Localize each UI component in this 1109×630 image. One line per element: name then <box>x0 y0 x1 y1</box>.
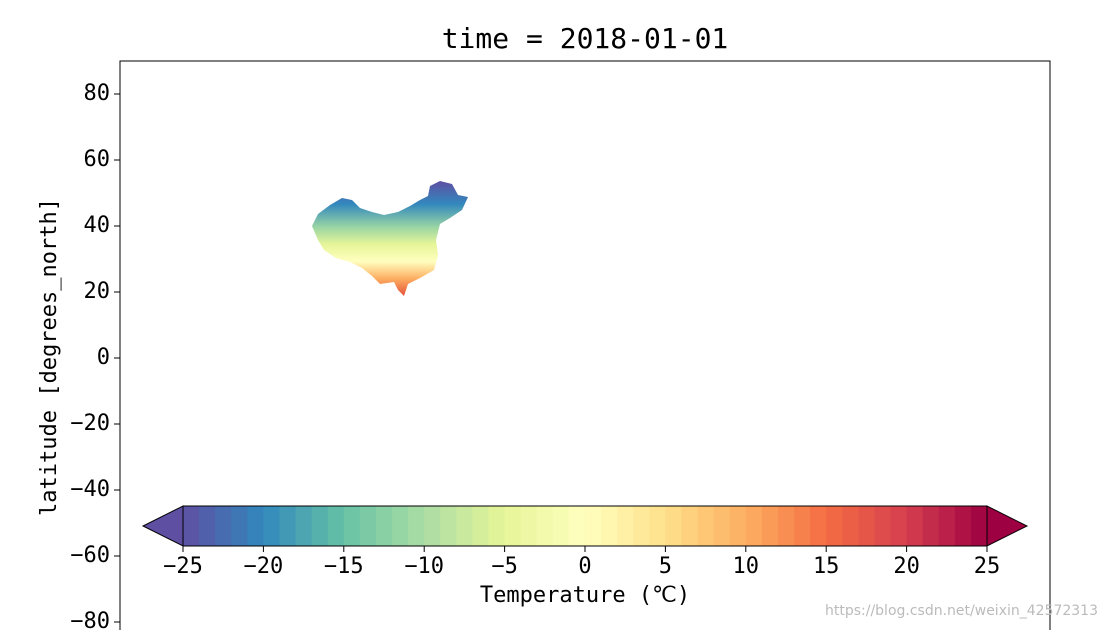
colorbar-extend-min <box>141 505 184 547</box>
colorbar-segment <box>649 506 666 546</box>
colorbar-tick-label: −25 <box>163 554 203 579</box>
colorbar-segment <box>970 506 988 546</box>
y-tick-label: −80 <box>70 609 110 630</box>
colorbar-segment <box>520 506 538 546</box>
colorbar-tick-label: −5 <box>491 554 518 579</box>
colorbar-segment <box>906 506 924 546</box>
temperature-field <box>312 181 468 296</box>
colorbar-segment <box>247 506 264 546</box>
colorbar-segment <box>761 506 779 546</box>
colorbar-segment <box>424 506 441 546</box>
y-tick-label: −40 <box>70 477 110 502</box>
y-tick-label: −60 <box>70 543 110 568</box>
colorbar-segment <box>359 506 377 546</box>
colorbar-segment <box>488 506 506 546</box>
colorbar-segment <box>408 506 425 546</box>
colorbar-label: Temperature (℃) <box>480 583 690 608</box>
colorbar-segment <box>536 506 554 546</box>
colorbar-segment <box>472 506 490 546</box>
y-tick-label: 80 <box>84 81 111 106</box>
y-axis-label: latitude [degrees_north] <box>37 198 62 516</box>
colorbar-tick-label: 5 <box>659 554 672 579</box>
colorbar-segment <box>842 506 859 546</box>
colorbar-segment <box>183 506 200 546</box>
colorbar-segment <box>215 506 232 546</box>
colorbar-segment <box>681 506 699 546</box>
colorbar-segment <box>745 506 763 546</box>
colorbar-segment <box>890 506 908 546</box>
colorbar-segment <box>199 506 216 546</box>
colorbar-tick-label: 20 <box>893 554 920 579</box>
colorbar-segment <box>375 506 393 546</box>
colorbar-segment <box>713 506 731 546</box>
colorbar-tick-label: −20 <box>244 554 284 579</box>
colorbar-segment <box>440 506 457 546</box>
colorbar-segment <box>794 506 811 546</box>
colorbar-segment <box>279 506 297 546</box>
colorbar-segment <box>617 506 634 546</box>
colorbar-segment <box>938 506 956 546</box>
colorbar-tick-label: 25 <box>974 554 1001 579</box>
colorbar-tick-label: −15 <box>324 554 364 579</box>
colorbar-segment <box>295 506 313 546</box>
colorbar-segment <box>729 506 747 546</box>
colorbar-segment <box>777 506 795 546</box>
colorbar-segment <box>922 506 940 546</box>
y-tick-label: 0 <box>97 345 110 370</box>
colorbar-segment <box>504 506 522 546</box>
colorbar-segment <box>874 506 892 546</box>
y-tick-label: −20 <box>70 411 110 436</box>
colorbar-segment <box>311 506 329 546</box>
colorbar-tick-label: 10 <box>733 554 760 579</box>
colorbar-segment <box>954 506 972 546</box>
colorbar-segment <box>568 506 586 546</box>
colorbar-segment <box>585 506 602 546</box>
colorbar-segment <box>456 506 473 546</box>
colorbar-tick-label: 0 <box>578 554 591 579</box>
watermark: https://blog.csdn.net/weixin_42572313 <box>825 603 1098 619</box>
colorbar-segment <box>826 506 843 546</box>
colorbar-segment <box>327 506 345 546</box>
colorbar-segment <box>263 506 280 546</box>
colorbar-segment <box>343 506 361 546</box>
colorbar-segment <box>633 506 650 546</box>
colorbar-segment <box>601 506 618 546</box>
y-tick-label: 20 <box>84 279 111 304</box>
colorbar-extend-max <box>986 505 1029 547</box>
colorbar-segment <box>231 506 248 546</box>
axes-frame <box>119 60 1051 630</box>
y-tick-label: 40 <box>84 213 111 238</box>
colorbar-segment <box>697 506 715 546</box>
colorbar-segment <box>665 506 682 546</box>
colorbar-segment <box>552 506 570 546</box>
colorbar-segment <box>392 506 409 546</box>
colorbar-tick-label: −10 <box>404 554 444 579</box>
y-tick-label: 60 <box>84 147 111 172</box>
colorbar-tick-label: 15 <box>813 554 840 579</box>
colorbar-segment <box>810 506 827 546</box>
chart-title: time = 2018-01-01 <box>442 22 729 55</box>
colorbar-segment <box>858 506 875 546</box>
